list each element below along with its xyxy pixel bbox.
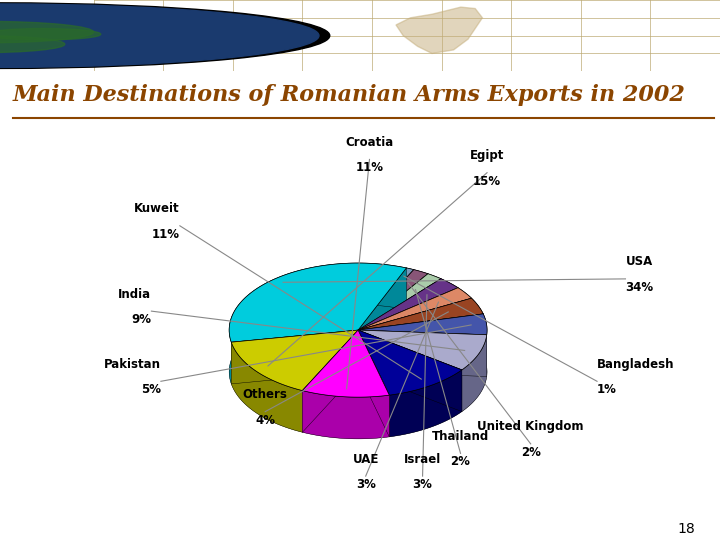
- Circle shape: [0, 3, 330, 69]
- Text: 11%: 11%: [356, 161, 384, 174]
- Polygon shape: [302, 330, 358, 433]
- Text: Croatia: Croatia: [346, 136, 394, 149]
- Polygon shape: [358, 320, 458, 372]
- Polygon shape: [229, 305, 406, 384]
- Text: 9%: 9%: [132, 313, 151, 326]
- Text: Pakistan: Pakistan: [104, 358, 161, 371]
- Polygon shape: [358, 279, 441, 372]
- Polygon shape: [406, 268, 414, 312]
- Circle shape: [0, 29, 101, 40]
- Text: Main Destinations of Romanian Arms Exports in 2002: Main Destinations of Romanian Arms Expor…: [13, 84, 686, 106]
- Circle shape: [0, 22, 94, 43]
- Text: 34%: 34%: [626, 281, 654, 294]
- Text: 15%: 15%: [473, 174, 501, 187]
- Polygon shape: [358, 330, 462, 395]
- Polygon shape: [358, 329, 472, 372]
- Polygon shape: [358, 372, 462, 437]
- Polygon shape: [231, 330, 358, 384]
- Polygon shape: [396, 7, 482, 53]
- Text: Egipt: Egipt: [470, 149, 504, 162]
- Text: 3%: 3%: [413, 478, 433, 491]
- Text: 2%: 2%: [451, 455, 470, 468]
- Polygon shape: [358, 314, 483, 372]
- Polygon shape: [302, 390, 390, 439]
- Polygon shape: [390, 370, 462, 437]
- Polygon shape: [358, 315, 441, 372]
- Polygon shape: [358, 314, 483, 372]
- Polygon shape: [358, 274, 428, 372]
- Polygon shape: [358, 330, 487, 376]
- Polygon shape: [358, 330, 390, 437]
- Polygon shape: [358, 269, 414, 372]
- Polygon shape: [358, 268, 406, 372]
- Text: 11%: 11%: [152, 228, 180, 241]
- Text: Kuweit: Kuweit: [134, 202, 180, 215]
- Polygon shape: [358, 279, 458, 330]
- Polygon shape: [472, 298, 483, 355]
- Polygon shape: [229, 263, 406, 342]
- Polygon shape: [231, 342, 302, 433]
- Polygon shape: [358, 330, 462, 411]
- Polygon shape: [358, 268, 406, 372]
- Polygon shape: [441, 279, 458, 329]
- Polygon shape: [358, 274, 441, 330]
- Polygon shape: [358, 279, 441, 372]
- Polygon shape: [358, 330, 487, 370]
- Polygon shape: [358, 288, 458, 372]
- Polygon shape: [358, 330, 462, 411]
- Polygon shape: [358, 288, 472, 330]
- Polygon shape: [358, 312, 428, 372]
- Polygon shape: [358, 269, 414, 372]
- Polygon shape: [229, 263, 406, 384]
- Polygon shape: [358, 330, 390, 437]
- Polygon shape: [358, 268, 414, 330]
- Text: Israel: Israel: [404, 453, 441, 465]
- Polygon shape: [302, 372, 390, 439]
- Polygon shape: [358, 288, 458, 372]
- Text: USA: USA: [626, 255, 653, 268]
- Polygon shape: [414, 269, 428, 315]
- Polygon shape: [358, 298, 472, 372]
- Polygon shape: [428, 274, 441, 320]
- Text: 3%: 3%: [356, 478, 376, 491]
- Polygon shape: [231, 372, 358, 433]
- Text: 4%: 4%: [255, 414, 275, 427]
- Polygon shape: [358, 309, 414, 372]
- Circle shape: [0, 4, 319, 68]
- Polygon shape: [358, 269, 428, 330]
- Text: Others: Others: [243, 388, 287, 401]
- Polygon shape: [358, 355, 487, 376]
- Text: 18: 18: [677, 522, 695, 536]
- Polygon shape: [231, 330, 358, 390]
- Polygon shape: [358, 314, 487, 335]
- Polygon shape: [483, 314, 487, 376]
- Text: Thailand: Thailand: [432, 430, 489, 443]
- Polygon shape: [358, 330, 487, 376]
- Polygon shape: [358, 372, 487, 411]
- Polygon shape: [358, 340, 483, 372]
- Polygon shape: [231, 330, 358, 384]
- Text: India: India: [118, 288, 151, 301]
- Polygon shape: [302, 330, 390, 397]
- Text: 2%: 2%: [521, 446, 541, 459]
- Polygon shape: [358, 274, 428, 372]
- Text: 1%: 1%: [597, 383, 617, 396]
- Polygon shape: [458, 288, 472, 340]
- Circle shape: [0, 36, 65, 53]
- Text: United Kingdom: United Kingdom: [477, 421, 584, 434]
- Polygon shape: [358, 298, 472, 372]
- Polygon shape: [462, 335, 487, 411]
- Text: Bangladesh: Bangladesh: [597, 358, 675, 371]
- Text: UAE: UAE: [353, 453, 379, 465]
- Polygon shape: [302, 330, 358, 433]
- Polygon shape: [358, 298, 483, 330]
- Text: 5%: 5%: [141, 383, 161, 396]
